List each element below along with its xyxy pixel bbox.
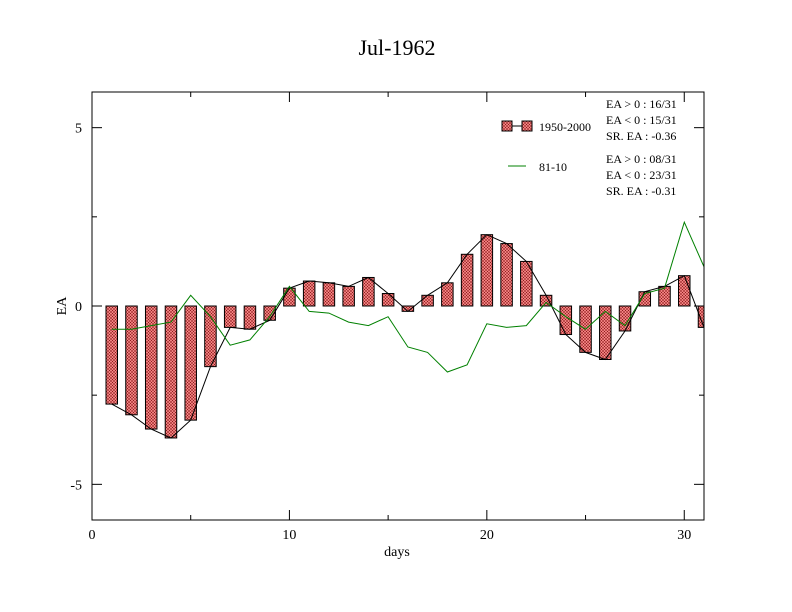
legend-stat-1-2: SR. EA : -0.31 — [606, 184, 676, 198]
bar-21 — [500, 243, 513, 307]
legend: 1950-2000 81-10 EA > 0 : 16/31 EA < 0 : 15/… — [501, 97, 677, 198]
bar-23 — [539, 294, 553, 307]
y-tick-label--5: -5 — [70, 478, 82, 493]
x-axis-label: days — [384, 545, 410, 560]
bar-20 — [480, 234, 494, 307]
plot-marks — [105, 220, 704, 439]
x-tick-label-10: 10 — [282, 528, 296, 543]
bar-5 — [184, 305, 197, 421]
series-line-81-10 — [111, 220, 704, 373]
bar-18 — [441, 282, 454, 307]
axes: 0 10 20 30 -5 0 5 — [70, 92, 704, 543]
y-tick-label-5: 5 — [75, 122, 82, 137]
legend-stat-1-0: EA > 0 : 08/31 — [606, 152, 677, 166]
bar-2 — [125, 305, 138, 416]
legend-stat-1-1: EA < 0 : 23/31 — [606, 168, 677, 182]
bar-31 — [697, 305, 704, 328]
x-tick-label-20: 20 — [480, 528, 494, 543]
bar-4 — [164, 305, 178, 439]
legend-stat-0-1: EA < 0 : 15/31 — [606, 113, 677, 127]
legend-stat-0-2: SR. EA : -0.36 — [606, 129, 676, 143]
legend-bar-swatch-right — [521, 120, 533, 132]
bar-7 — [223, 305, 237, 328]
legend-label-1950-2000: 1950-2000 — [539, 120, 591, 134]
bar-13 — [342, 285, 355, 307]
bar-19 — [460, 253, 474, 307]
x-tick-label-30: 30 — [677, 528, 691, 543]
y-tick-label-0: 0 — [75, 300, 82, 315]
bar-1 — [105, 305, 118, 405]
bar-24 — [559, 305, 573, 336]
bar-12 — [322, 282, 336, 307]
bar-11 — [302, 280, 316, 307]
y-axis-label: EA — [55, 296, 70, 316]
chart-title: Jul-1962 — [359, 35, 436, 60]
legend-stat-0-0: EA > 0 : 16/31 — [606, 97, 677, 111]
bar-30 — [678, 275, 691, 307]
x-tick-label-0: 0 — [89, 528, 96, 543]
bar-15 — [381, 293, 395, 307]
legend-bar-swatch-left — [501, 120, 513, 132]
bar-17 — [421, 294, 434, 307]
bar-outline-line — [111, 234, 704, 439]
bar-14 — [362, 276, 375, 307]
bar-8 — [243, 305, 257, 330]
legend-label-81-10: 81-10 — [539, 160, 567, 174]
bar-6 — [204, 305, 217, 368]
